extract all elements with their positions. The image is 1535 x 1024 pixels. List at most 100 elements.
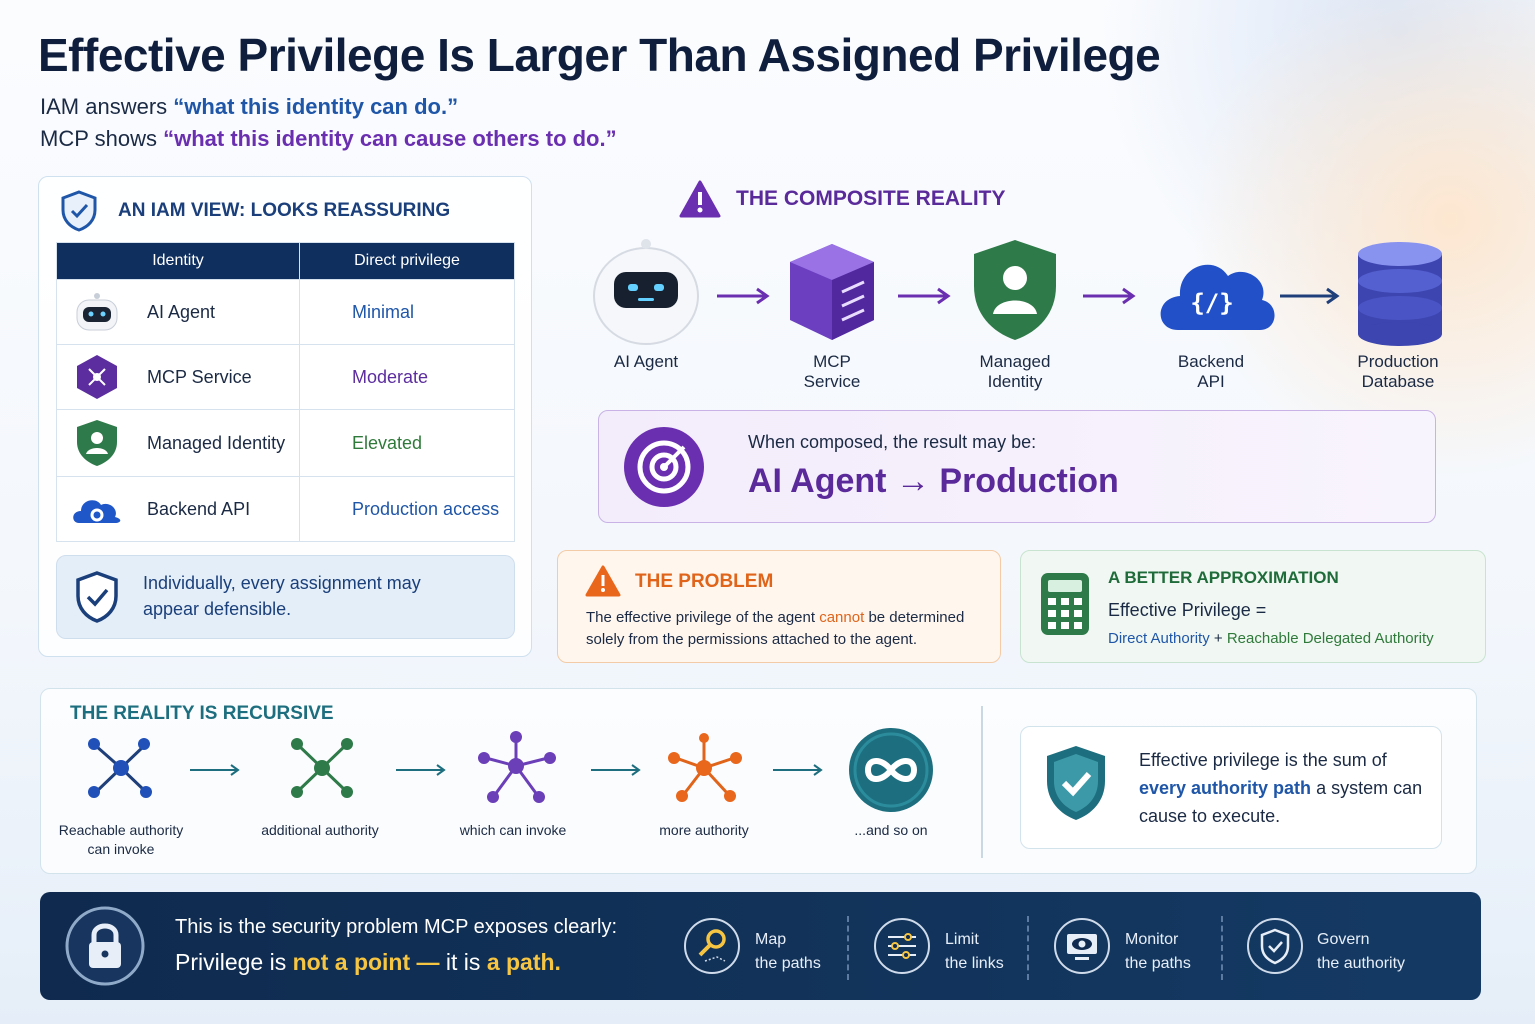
lock-icon <box>65 906 145 986</box>
action-verb: Limit <box>945 931 979 948</box>
sliders-icon <box>874 918 930 974</box>
action-label: Monitor the paths <box>1125 928 1191 976</box>
action-object: the paths <box>755 955 821 972</box>
formula-plus: + <box>1213 630 1223 647</box>
problem-box <box>557 550 1001 663</box>
action-label: Govern the authority <box>1317 928 1405 976</box>
cube-node-icon <box>790 244 874 340</box>
formula-term: Direct Authority <box>1108 630 1210 647</box>
shield-icon <box>76 571 118 623</box>
identity-cell: MCP Service <box>56 344 300 410</box>
result-intro: When composed, the result may be: <box>748 432 1037 452</box>
formula-term: Reachable Delegated Authority <box>1226 630 1434 647</box>
target-icon <box>624 427 704 507</box>
text: Privilege is <box>175 949 287 975</box>
text: a system can cause to execute. <box>1139 778 1423 826</box>
recursion-arrow <box>591 764 641 776</box>
subtitle-lead: MCP shows <box>40 126 157 151</box>
shield-icon <box>61 190 97 232</box>
action-verb: Map <box>755 931 787 948</box>
text: it is <box>445 949 481 975</box>
subtitle-lead: IAM answers <box>40 94 168 119</box>
network-icon <box>668 733 742 802</box>
step-label: which can invoke <box>459 822 567 838</box>
panel-title: AN IAM VIEW: LOOKS REASSURING <box>118 200 451 221</box>
identity-name: Backend API <box>147 498 251 519</box>
warning-icon <box>679 180 721 218</box>
box-title: A BETTER APPROXIMATION <box>1108 568 1339 587</box>
flow-arrow <box>1280 287 1340 305</box>
note-box <box>56 555 515 639</box>
flow-arrow <box>717 287 770 305</box>
identity-name: Managed Identity <box>147 432 286 453</box>
emphasis: every authority path <box>1139 778 1312 798</box>
govern-icon <box>1247 918 1303 974</box>
problem-text: The effective privilege of the agent can… <box>586 607 991 651</box>
privilege-cell: Elevated <box>299 409 515 477</box>
note-text: Individually, every assignment may appea… <box>143 573 421 619</box>
warning-icon <box>585 565 621 597</box>
cloud-icon <box>73 500 121 523</box>
formula: Direct Authority + Reachable Delegated A… <box>1108 630 1434 647</box>
map-icon <box>684 918 740 974</box>
identity-cell: Managed Identity <box>56 409 300 477</box>
hex-icon <box>77 355 117 399</box>
identity-cell: AI Agent <box>56 279 300 345</box>
subtitle-quote: “what this identity can cause others to … <box>163 126 617 151</box>
column-header: Identity <box>56 242 300 280</box>
privilege-cell: Minimal <box>299 279 515 345</box>
table-row: Managed Identity Elevated <box>56 409 515 477</box>
subtitle-line: IAM answers “what this identity can do.” <box>40 94 458 120</box>
table-row: MCP Service Moderate <box>56 344 515 410</box>
step-label: more authority <box>659 822 749 838</box>
page-title: Effective Privilege Is Larger Than Assig… <box>38 29 1161 81</box>
robot-icon <box>76 293 118 331</box>
identity-cell: Backend API <box>56 476 300 542</box>
node-label: Production Database <box>1357 352 1439 391</box>
svg-text:{/}: {/} <box>1190 289 1233 317</box>
privilege-cell: Moderate <box>299 344 515 410</box>
table-header: Identity Direct privilege <box>56 242 515 280</box>
footer-banner <box>40 892 1481 1000</box>
action-object: the links <box>945 955 1004 972</box>
subtitle-line: MCP shows “what this identity can cause … <box>40 126 617 152</box>
step-label: ...and so on <box>854 822 928 838</box>
action-label: Limit the links <box>945 928 1004 976</box>
approximation-box <box>1020 550 1486 663</box>
recursion-diagram <box>88 728 933 812</box>
monitor-icon <box>1054 918 1110 974</box>
node-label: Managed Identity <box>979 352 1051 391</box>
recursion-arrow <box>773 764 823 776</box>
flow-arrow <box>898 287 951 305</box>
action-object: the paths <box>1125 955 1191 972</box>
table-row: Backend API Production access <box>56 476 515 542</box>
action-verb: Govern <box>1317 931 1370 948</box>
summary-text: Effective privilege is the sum of every … <box>1139 746 1429 830</box>
privilege-cell: Production access <box>299 476 515 542</box>
highlight: not a point — <box>292 949 440 975</box>
divider <box>1221 916 1223 980</box>
network-icon <box>291 738 353 798</box>
shield-node-icon <box>974 240 1056 340</box>
emphasis: cannot <box>819 609 865 626</box>
identity-name: AI Agent <box>147 301 216 322</box>
footer-line: This is the security problem MCP exposes… <box>175 916 618 938</box>
formula-lead: Effective Privilege = <box>1108 600 1267 620</box>
divider <box>981 706 983 858</box>
column-header: Direct privilege <box>299 242 515 280</box>
box-title: THE PROBLEM <box>635 571 774 592</box>
shield-check-icon <box>1047 746 1105 820</box>
recursion-arrow <box>190 764 240 776</box>
subtitle-quote: “what this identity can do.” <box>173 94 459 119</box>
node-label: MCP Service <box>803 352 861 391</box>
node-label: Backend API <box>1177 352 1245 391</box>
calculator-icon <box>1041 573 1089 635</box>
action-verb: Monitor <box>1125 931 1179 948</box>
text: be determined solely from the permission… <box>586 609 965 648</box>
result-text: AI Agent → Production <box>748 462 1119 500</box>
infinity-icon <box>849 728 933 812</box>
cloud-node-icon: {/} <box>1160 264 1275 330</box>
highlight: a path. <box>486 949 561 975</box>
recursion-arrow <box>396 764 446 776</box>
